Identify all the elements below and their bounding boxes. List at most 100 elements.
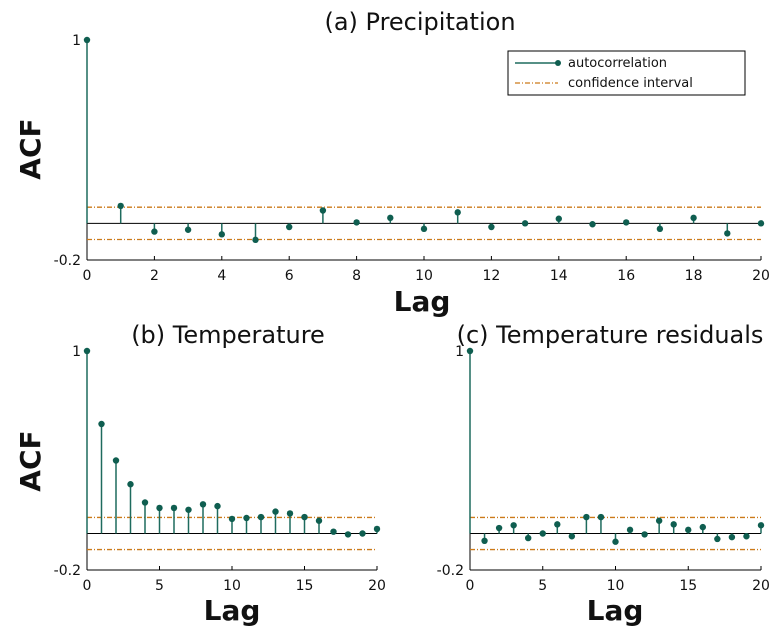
- panel-a-point-20: [757, 220, 765, 227]
- panel-c-point-16: [699, 523, 706, 531]
- panel-a-marks: [83, 36, 765, 261]
- panel-a-point-19: [724, 230, 731, 237]
- panel-a-xtick-label-4: 4: [217, 268, 226, 284]
- panel-a-xtick-label-14: 14: [550, 268, 568, 284]
- panel-a-xtick-label-12: 12: [482, 268, 500, 284]
- legend-autocorrelation-marker: [555, 60, 561, 66]
- panel-c-point-11: [626, 526, 634, 534]
- panel-a-ticks: 0 2 4 6 8 10 12 14 16 18 20 -0.2 1: [54, 33, 770, 284]
- panel-a-point-0: [83, 36, 91, 44]
- panel-b-xtick-label-5: 5: [155, 578, 164, 594]
- panel-c-marks: [466, 347, 765, 571]
- panel-c-xtick-label-15: 15: [679, 578, 697, 594]
- legend-confidence-label: confidence interval: [568, 76, 693, 91]
- panel-b-point-14: [286, 510, 294, 517]
- panel-c-point-6: [554, 521, 561, 528]
- panel-c-point-9: [597, 513, 605, 521]
- panel-a-point-7: [319, 207, 327, 214]
- panel-a-ytick-label-1: 1: [72, 33, 81, 49]
- panel-b-xtick-label-10: 10: [223, 578, 241, 594]
- panel-b-point-11: [243, 514, 250, 522]
- panel-c-title: (c) Temperature residuals: [457, 321, 764, 349]
- panel-b-point-6: [170, 504, 178, 512]
- panel-a-xtick-label-16: 16: [617, 268, 635, 284]
- panel-a-point-9: [387, 214, 394, 222]
- panel-c-ytick-label-0: -0.2: [437, 563, 464, 579]
- legend: autocorrelation confidence interval: [507, 50, 746, 96]
- panel-b-point-8: [199, 501, 207, 508]
- panel-b-point-0: [83, 347, 91, 355]
- panel-b-ylabel: ACF: [14, 430, 47, 491]
- panel-a-xlabel: Lag: [394, 285, 451, 318]
- panel-c-xtick-label-0: 0: [466, 578, 475, 594]
- panel-c-point-5: [539, 530, 546, 537]
- panel-c-point-2: [495, 524, 503, 532]
- panel-a-point-6: [286, 223, 293, 231]
- panel-a-point-3: [184, 226, 192, 233]
- panel-a-point-14: [555, 215, 562, 222]
- panel-b-point-10: [228, 515, 236, 523]
- panel-c-point-13: [655, 517, 663, 524]
- panel-a-title: (a) Precipitation: [324, 8, 515, 36]
- panel-c-point-14: [670, 521, 677, 528]
- panel-a-point-8: [353, 219, 360, 226]
- panel-a-point-13: [521, 220, 529, 227]
- panel-c-point-18: [728, 533, 736, 541]
- panel-a-point-17: [656, 225, 664, 233]
- panel-a-point-12: [488, 223, 495, 231]
- panel-c-point-15: [685, 526, 692, 534]
- panel-c-point-12: [641, 531, 648, 538]
- panel-b-point-20: [373, 525, 381, 533]
- panel-c-point-7: [568, 533, 576, 540]
- panel-b-point-19: [359, 530, 366, 537]
- panel-a-point-2: [151, 228, 158, 235]
- panel-a-point-1: [117, 202, 124, 210]
- panel-c-ytick-label-1: 1: [455, 344, 464, 360]
- panel-b-point-7: [185, 506, 192, 513]
- panel-c-point-4: [525, 534, 532, 542]
- panel-a-point-11: [454, 209, 461, 216]
- panel-b-xlabel: Lag: [204, 594, 261, 627]
- panel-temperature-residuals: (c) Temperature residuals Lag 0 5 10 15 20 -0…: [437, 321, 770, 627]
- panel-c-xtick-label-20: 20: [752, 578, 770, 594]
- panel-b-xtick-label-15: 15: [296, 578, 314, 594]
- panel-c-point-17: [714, 535, 721, 543]
- panel-b-ticks: 0 5 10 15 20 -0.2 1: [54, 344, 386, 594]
- panel-temperature: (b) Temperature ACF Lag 0 5 10 15 20 -0.2 1: [14, 321, 386, 627]
- panel-b-point-18: [344, 531, 352, 538]
- panel-a-xtick-label-10: 10: [415, 268, 433, 284]
- panel-b-point-16: [315, 517, 323, 524]
- panel-b-point-4: [141, 499, 149, 506]
- panel-a-ylabel: ACF: [14, 118, 47, 179]
- panel-a-xtick-label-8: 8: [352, 268, 361, 284]
- panel-b-point-12: [257, 513, 265, 521]
- panel-c-ticks: 0 5 10 15 20 -0.2 1: [437, 344, 770, 594]
- panel-c-xtick-label-5: 5: [538, 578, 547, 594]
- panel-a-point-16: [623, 219, 630, 226]
- panel-a-xtick-label-2: 2: [150, 268, 159, 284]
- panel-b-point-9: [214, 502, 221, 510]
- panel-b-xtick-label-20: 20: [368, 578, 386, 594]
- panel-b-point-3: [127, 481, 134, 488]
- panel-c-xlabel: Lag: [587, 594, 644, 627]
- panel-b-point-5: [156, 504, 163, 512]
- panel-a-point-4: [218, 231, 225, 238]
- panel-c-xtick-label-10: 10: [607, 578, 625, 594]
- panel-a-point-10: [420, 225, 428, 233]
- panel-b-ytick-label-1: 1: [72, 344, 81, 360]
- panel-c-point-19: [743, 533, 750, 540]
- panel-c-point-20: [757, 522, 765, 529]
- panel-b-ytick-label-0: -0.2: [54, 563, 81, 579]
- panel-b-xtick-label-0: 0: [83, 578, 92, 594]
- panel-b-point-1: [98, 420, 105, 428]
- panel-c-point-1: [481, 537, 488, 544]
- panel-a-xtick-label-6: 6: [285, 268, 294, 284]
- panel-c-point-8: [583, 513, 590, 521]
- panel-precipitation: (a) Precipitation ACF Lag 0 2 4 6 8 10 12 14 16 1…: [14, 8, 770, 318]
- legend-box: [507, 50, 746, 96]
- panel-c-point-0: [466, 347, 474, 355]
- panel-a-ytick-label-0: -0.2: [54, 253, 81, 269]
- panel-b-title: (b) Temperature: [131, 321, 325, 349]
- panel-c-point-10: [612, 538, 619, 545]
